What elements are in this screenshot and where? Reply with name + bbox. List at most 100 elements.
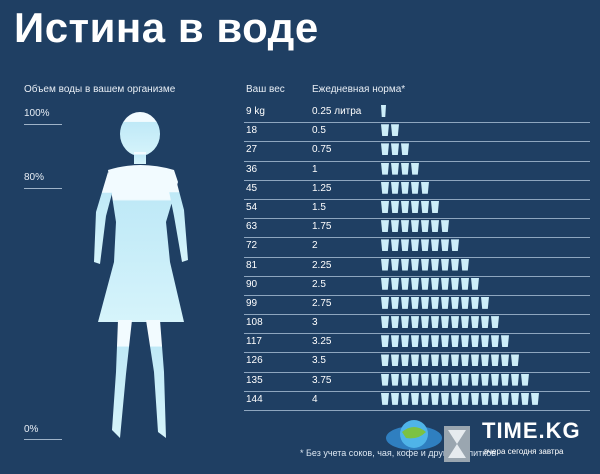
glass-icon: [441, 316, 449, 329]
table-row: 108 3: [244, 315, 590, 335]
glass-icon: [401, 392, 409, 405]
glass-icon: [381, 143, 389, 156]
glass-icon: [381, 258, 389, 271]
water-glasses: [381, 392, 539, 407]
column-header-daily-norm: Ежедневная норма*: [312, 84, 406, 95]
norm-cell: 0.75: [312, 144, 332, 156]
time-kg-logo: TIME.KG вчера сегодня завтра: [384, 412, 600, 469]
glass-icon: [461, 258, 469, 271]
water-glasses: [381, 316, 499, 330]
glass-icon: [391, 162, 399, 175]
glass-icon: [461, 277, 469, 290]
glass-icon: [381, 105, 386, 117]
glass-icon: [501, 392, 509, 405]
glass-icon: [401, 354, 409, 367]
weight-cell: 144: [246, 393, 263, 405]
norm-cell: 2.25: [312, 259, 332, 271]
water-glasses: [381, 277, 479, 292]
table-row: 63 1.75: [244, 219, 590, 239]
glass-icon: [431, 296, 439, 309]
glass-icon: [381, 373, 389, 386]
glass-icon: [531, 392, 539, 405]
logo-tagline: вчера сегодня завтра: [484, 447, 564, 456]
glass-icon: [431, 200, 439, 213]
weight-cell: 117: [246, 336, 262, 348]
water-glasses: [381, 354, 519, 368]
glass-icon: [451, 239, 459, 252]
glass-icon: [381, 392, 389, 405]
glass-icon: [471, 392, 479, 405]
glass-icon: [391, 277, 399, 290]
glass-icon: [401, 143, 409, 156]
glass-icon: [421, 200, 429, 213]
glass-icon: [411, 373, 419, 386]
glass-icon: [471, 277, 479, 290]
page-title: Истина в воде: [14, 4, 319, 51]
glass-icon: [481, 316, 489, 329]
glass-icon: [451, 354, 459, 367]
water-glasses: [381, 258, 469, 273]
weight-cell: 45: [246, 182, 258, 194]
table-row: 45 1.25: [244, 181, 590, 200]
glass-icon: [381, 335, 389, 348]
glass-icon: [391, 181, 399, 194]
table-row: 144 4: [244, 392, 590, 411]
weight-cell: 72: [246, 240, 258, 252]
glass-icon: [381, 354, 389, 367]
water-glasses: [381, 220, 449, 234]
norm-cell: 4: [312, 393, 318, 405]
weight-cell: 135: [246, 374, 263, 386]
glass-icon: [401, 239, 409, 252]
glass-icon: [431, 277, 439, 290]
glass-icon: [431, 258, 439, 271]
glass-icon: [441, 258, 449, 271]
norm-cell: 1.25: [312, 182, 332, 194]
glass-icon: [471, 335, 479, 348]
table-row: 27 0.75: [244, 142, 590, 162]
glass-icon: [401, 162, 409, 175]
norm-cell: 0.25 литра: [312, 106, 362, 117]
glass-icon: [411, 220, 419, 233]
glass-icon: [421, 181, 429, 194]
norm-cell: 3.5: [312, 355, 326, 367]
glass-icon: [441, 239, 449, 252]
glass-icon: [491, 335, 499, 348]
percent-label-100: 100%: [24, 108, 50, 119]
glass-icon: [451, 373, 459, 386]
glass-icon: [481, 373, 489, 386]
norm-cell: 2.5: [312, 278, 326, 290]
glass-icon: [441, 373, 449, 386]
glass-icon: [461, 296, 469, 309]
glass-icon: [391, 373, 399, 386]
glass-icon: [421, 239, 429, 252]
glass-icon: [381, 316, 389, 329]
column-header-weight: Ваш вес: [246, 84, 285, 95]
percent-line-80: [24, 188, 62, 189]
glass-icon: [521, 392, 529, 405]
glass-icon: [491, 316, 499, 329]
weight-cell: 36: [246, 163, 258, 175]
glass-icon: [391, 316, 399, 329]
glass-icon: [391, 200, 399, 213]
percent-label-80: 80%: [24, 172, 45, 183]
glass-icon: [391, 143, 399, 156]
glass-icon: [471, 373, 479, 386]
glass-icon: [411, 392, 419, 405]
glass-icon: [401, 296, 409, 309]
glass-icon: [391, 392, 399, 405]
glass-icon: [471, 354, 479, 367]
glass-icon: [471, 296, 479, 309]
glass-icon: [391, 354, 399, 367]
glass-icon: [391, 220, 399, 233]
water-glasses: [381, 239, 459, 253]
glass-icon: [491, 373, 499, 386]
glass-icon: [431, 239, 439, 252]
water-glasses: [381, 143, 409, 157]
norm-cell: 3: [312, 317, 318, 329]
glass-icon: [451, 277, 459, 290]
norm-cell: 3.25: [312, 336, 332, 348]
glass-icon: [491, 392, 499, 405]
glass-icon: [421, 373, 429, 386]
water-glasses: [381, 200, 439, 215]
norm-cell: 0.5: [312, 125, 326, 137]
